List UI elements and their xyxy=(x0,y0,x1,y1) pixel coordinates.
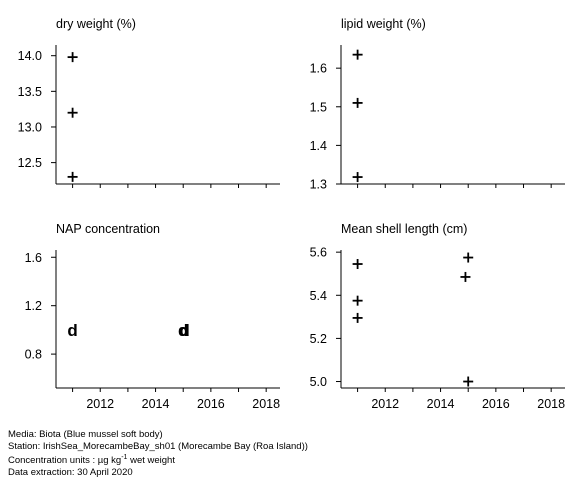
data-point-plus xyxy=(352,295,363,306)
footer-units: Concentration units : µg kg-1 wet weight xyxy=(8,452,308,467)
y-tick-label: 5.2 xyxy=(310,332,327,346)
x-tick-label: 2016 xyxy=(482,397,510,411)
y-tick-label: 14.0 xyxy=(18,49,42,63)
x-tick-label: 2016 xyxy=(197,397,225,411)
y-tick-label: 5.0 xyxy=(310,375,327,389)
data-point-plus xyxy=(67,52,78,63)
data-point-plus xyxy=(67,107,78,118)
y-tick-label: 1.6 xyxy=(25,251,42,265)
y-tick-label: 1.3 xyxy=(310,178,327,192)
y-tick-label: 13.5 xyxy=(18,85,42,99)
footer-notes: Media: Biota (Blue mussel soft body) Sta… xyxy=(8,429,308,478)
x-tick-label: 2018 xyxy=(252,397,280,411)
x-tick-label: 2012 xyxy=(371,397,399,411)
data-point-detect: d xyxy=(179,321,189,340)
data-point-plus xyxy=(352,172,363,183)
panel-title: Mean shell length (cm) xyxy=(341,222,467,236)
x-tick-label: 2014 xyxy=(427,397,455,411)
data-point-plus xyxy=(352,259,363,270)
y-tick-label: 12.5 xyxy=(18,156,42,170)
data-point-plus xyxy=(67,171,78,182)
data-point-plus xyxy=(460,271,471,282)
panel-title: lipid weight (%) xyxy=(341,17,426,31)
data-point-plus xyxy=(352,97,363,108)
y-tick-label: 5.6 xyxy=(310,246,327,260)
x-tick-label: 2018 xyxy=(537,397,565,411)
y-tick-label: 5.4 xyxy=(310,289,327,303)
data-point-plus xyxy=(463,376,474,387)
footer-units-prefix: Concentration units : µg kg xyxy=(8,455,122,467)
chart-panel-3: NAP concentration 2012 2014 2016 2018 0.8 1.2 1… xyxy=(25,222,281,411)
y-tick-label: 13.0 xyxy=(18,120,42,134)
y-tick-label: 1.5 xyxy=(310,100,327,114)
footer-units-exponent: -1 xyxy=(121,454,128,461)
y-tick-label: 1.2 xyxy=(25,299,42,313)
data-point-detect: d xyxy=(178,321,188,340)
x-tick-label: 2012 xyxy=(86,397,114,411)
chart-panel-1: dry weight (%) 12.5 13.0 13.5 14.0 xyxy=(18,17,280,188)
footer-media: Media: Biota (Blue mussel soft body) xyxy=(8,429,163,440)
panel-title: NAP concentration xyxy=(56,222,160,236)
y-tick-label: 0.8 xyxy=(25,348,42,362)
data-point-plus xyxy=(352,312,363,323)
footer-station: Station: IrishSea_MorecambeBay_sh01 (Mor… xyxy=(8,440,308,452)
panel-title: dry weight (%) xyxy=(56,17,136,31)
chart-panel-2: lipid weight (%) 1.3 1.4 1.5 1.6 xyxy=(310,17,565,192)
data-point-detect: d xyxy=(67,321,77,340)
footer-extraction: Data extraction: 30 April 2020 xyxy=(8,466,133,478)
data-point-plus xyxy=(352,49,363,60)
data-point-plus xyxy=(463,252,474,263)
y-tick-label: 1.4 xyxy=(310,139,327,153)
y-tick-label: 1.6 xyxy=(310,62,327,76)
chart-panel-4: Mean shell length (cm) 2012 2014 2016 2018 5.… xyxy=(310,222,566,411)
footer-units-suffix: wet weight xyxy=(127,455,175,467)
x-tick-label: 2014 xyxy=(142,397,170,411)
